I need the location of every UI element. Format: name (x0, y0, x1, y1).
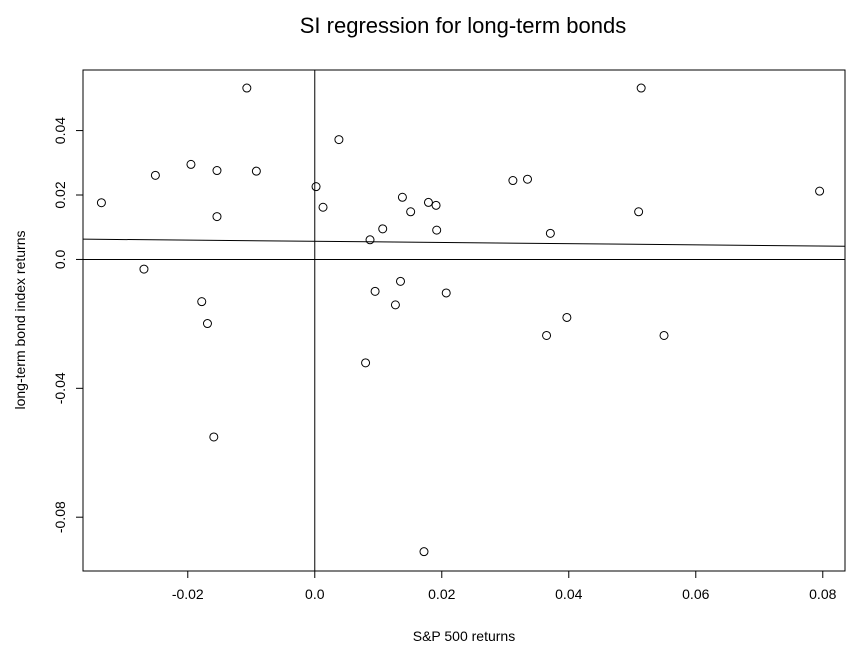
data-point (197, 297, 207, 307)
data-point (659, 330, 669, 340)
y-tick-label: -0.08 (52, 501, 68, 533)
data-point (423, 197, 433, 207)
x-tick-label: -0.02 (172, 586, 204, 602)
data-point (96, 198, 106, 208)
data-point (212, 166, 222, 176)
y-tick-label: 0.02 (52, 181, 68, 208)
reference-lines (83, 70, 845, 571)
x-axis-label: S&P 500 returns (413, 628, 515, 644)
y-tick-label: 0.0 (52, 250, 68, 270)
data-points (96, 83, 825, 557)
data-point (562, 312, 572, 322)
data-point (419, 547, 429, 557)
data-point (432, 225, 442, 235)
regression-line (82, 238, 846, 247)
data-point (545, 228, 555, 238)
data-point (815, 186, 825, 196)
y-axis: -0.08 -0.04 0.0 0.02 0.04 (52, 117, 83, 533)
data-point (378, 224, 388, 234)
data-point (390, 300, 400, 310)
x-tick-label: 0.0 (305, 586, 325, 602)
data-point (186, 159, 196, 169)
data-point (636, 83, 646, 93)
data-point (311, 182, 321, 192)
data-point (150, 170, 160, 180)
regression-line-group (82, 238, 846, 247)
data-point (431, 200, 441, 210)
x-tick-label: 0.06 (682, 586, 709, 602)
y-tick-label: -0.04 (52, 372, 68, 404)
x-axis: -0.02 0.0 0.02 0.04 0.06 0.08 (172, 571, 837, 602)
data-point (370, 286, 380, 296)
data-point (242, 83, 252, 93)
data-point (251, 166, 261, 176)
data-point (508, 176, 518, 186)
data-point (396, 276, 405, 286)
data-point (209, 432, 219, 442)
data-point (139, 264, 149, 274)
data-point (318, 202, 328, 212)
data-point (406, 207, 416, 217)
data-point (441, 288, 451, 298)
x-tick-label: 0.08 (809, 586, 836, 602)
plot-frame (82, 69, 846, 572)
chart-title: SI regression for long-term bonds (300, 13, 627, 38)
data-point (202, 319, 212, 329)
x-tick-label: 0.04 (555, 586, 582, 602)
data-point (523, 174, 532, 184)
x-tick-label: 0.02 (428, 586, 455, 602)
data-point (397, 192, 407, 202)
data-point (212, 212, 222, 222)
y-tick-label: 0.04 (52, 117, 68, 144)
data-point (334, 135, 344, 145)
data-point (365, 235, 375, 245)
y-axis-label: long-term bond index returns (12, 231, 28, 410)
data-point (542, 330, 552, 340)
data-point (634, 207, 644, 217)
data-point (361, 358, 371, 368)
